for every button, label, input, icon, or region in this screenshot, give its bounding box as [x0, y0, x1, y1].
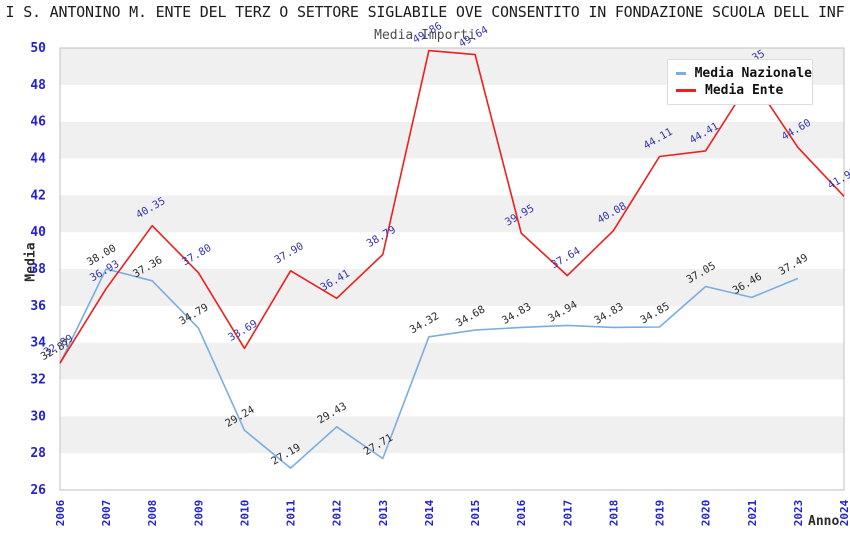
grid-band: [60, 232, 844, 269]
legend-label-media-nazionale: Media Nazionale: [694, 66, 812, 81]
y-tick-label: 30: [30, 409, 46, 424]
y-tick-label: 34: [30, 336, 46, 351]
x-tick-label: 2013: [377, 500, 390, 527]
y-tick-label: 36: [30, 299, 46, 314]
legend-item-media-ente[interactable]: Media Ente: [676, 82, 812, 99]
plot-border: [59, 47, 845, 491]
x-tick-label: 2019: [654, 500, 667, 527]
y-tick-label: 40: [30, 225, 46, 240]
series-line-media-nazionale[interactable]: [59, 268, 799, 469]
media-nazionale-line-swatch: [676, 72, 686, 75]
x-axis-title: Anno: [808, 514, 840, 529]
grid-band: [60, 195, 844, 233]
legend: Media Nazionale Media Ente: [667, 59, 813, 105]
x-tick-label: 2009: [192, 500, 205, 527]
y-tick-label: 44: [30, 152, 46, 167]
grid-band: [60, 158, 844, 196]
y-tick-label: 50: [30, 41, 46, 56]
x-tick-label: 2010: [238, 500, 251, 527]
x-tick-label: 2014: [423, 499, 436, 526]
x-tick-label: 2012: [331, 500, 344, 527]
y-tick-label: 26: [30, 483, 46, 498]
chart-subtitle: Media Importi: [374, 28, 476, 43]
x-tick-label: 2006: [54, 499, 67, 526]
y-tick-label: 42: [30, 188, 46, 203]
grid-band: [60, 305, 844, 343]
x-tick-label: 2011: [285, 499, 298, 526]
x-tick-label: 2021: [746, 499, 759, 526]
x-tick-label: 2017: [561, 500, 574, 527]
grid-band: [60, 453, 844, 490]
x-tick-label: 2007: [100, 500, 113, 527]
x-tick-label: 2008: [146, 500, 159, 527]
x-tick-label: 2018: [607, 500, 620, 527]
x-tick-label: 2015: [469, 500, 482, 527]
y-tick-label: 48: [30, 78, 46, 93]
x-tick-label: 2020: [700, 500, 713, 527]
point-label: 49.86: [411, 20, 444, 46]
x-tick-label: 2016: [515, 499, 528, 526]
y-tick-label: 28: [30, 446, 46, 461]
point-label: 49.64: [457, 24, 490, 50]
chart-title: I S. ANTONINO M. ENTE DEL TERZ O SETTORE…: [5, 3, 845, 21]
grid-band: [60, 121, 844, 159]
y-tick-label: 32: [30, 373, 46, 388]
grid-band: [60, 416, 844, 454]
legend-label-media-ente: Media Ente: [705, 83, 784, 98]
x-tick-label: 2024: [838, 499, 850, 526]
series-line-media-ente[interactable]: [59, 49, 845, 364]
grid-band: [60, 269, 844, 306]
media-ente-line-swatch: [676, 89, 696, 92]
x-tick-label: 2023: [792, 500, 805, 527]
grid-band: [60, 379, 844, 417]
y-tick-label: 46: [30, 115, 46, 130]
grid-band: [60, 342, 844, 380]
y-tick-label: 38: [30, 262, 46, 277]
legend-item-media-nazionale[interactable]: Media Nazionale: [676, 65, 812, 82]
